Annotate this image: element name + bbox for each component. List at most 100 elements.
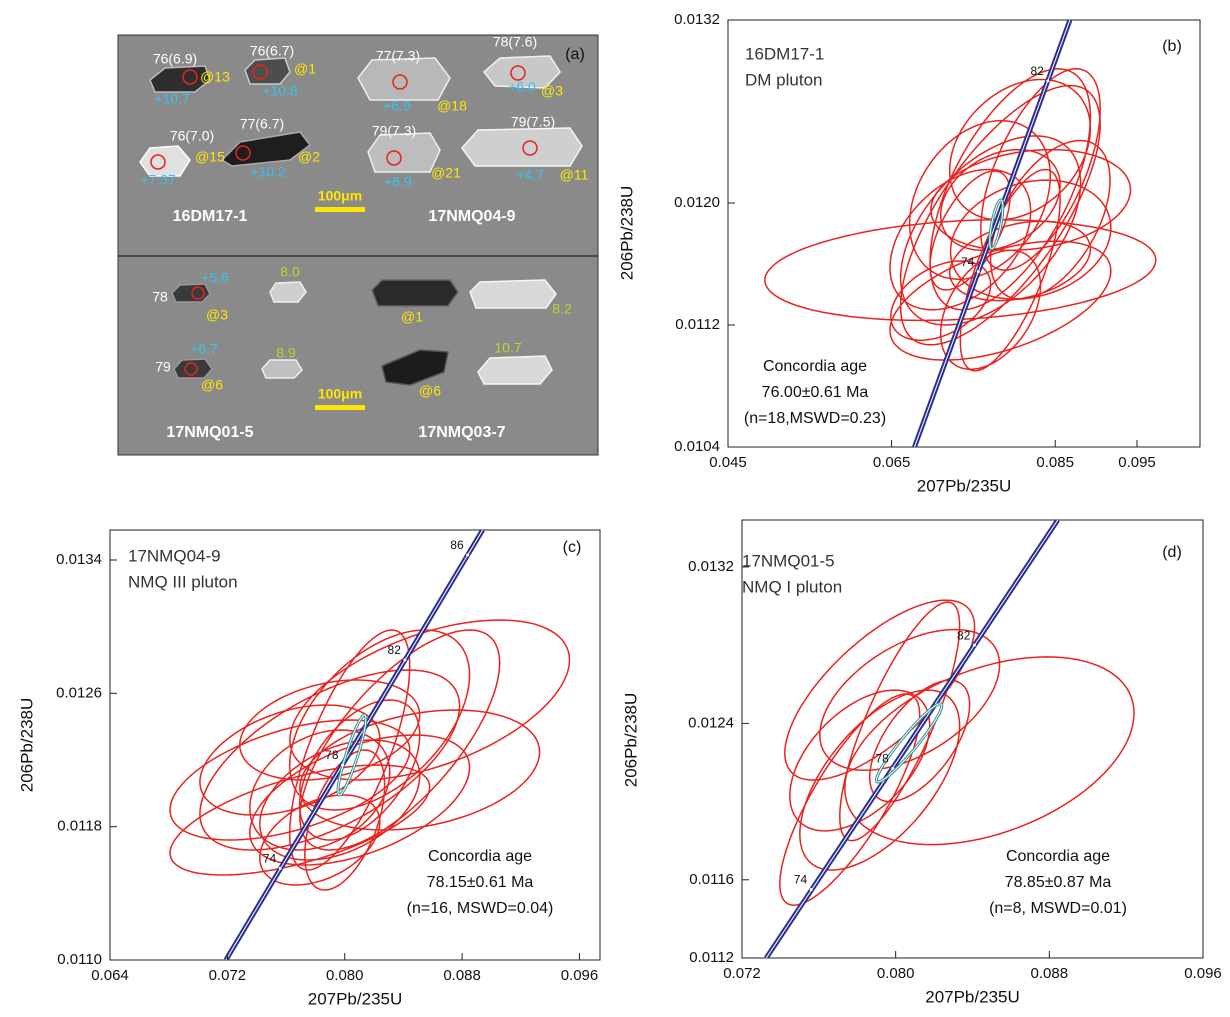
grain-label: 8.2 [552, 301, 572, 317]
grain-label: @6 [201, 377, 223, 393]
sample-name: 17NMQ01-5 [742, 551, 835, 570]
grain-label: +6.9 [383, 98, 411, 114]
x-tick-label: 0.064 [91, 967, 129, 984]
grain-label: 79(7.3) [372, 123, 416, 139]
scale-bar [315, 405, 365, 410]
panel-label: (b) [1162, 38, 1182, 55]
y-axis-label: 206Pb/238U [617, 186, 636, 281]
grain-label: @11 [560, 167, 589, 183]
x-axis-label: 207Pb/235U [925, 987, 1020, 1006]
y-tick-label: 0.0126 [56, 684, 102, 701]
plot-area [765, 20, 1156, 447]
age-tick [403, 659, 406, 662]
grain-label: @2 [298, 149, 320, 165]
age-label: 82 [388, 643, 402, 657]
error-ellipse [305, 750, 385, 890]
age-label: 74 [263, 852, 277, 866]
grain-label: @3 [206, 307, 228, 323]
annotation: 76.00±0.61 Ma [762, 384, 869, 401]
grain-label: +5.6 [201, 270, 229, 286]
annotation: Concordia age [428, 848, 532, 865]
pluton-name: DM pluton [745, 70, 822, 89]
grain-label: +10.7 [154, 91, 190, 107]
annotation: Concordia age [763, 358, 867, 375]
age-label: 82 [957, 628, 971, 642]
grain-label: @1 [294, 61, 316, 77]
zircon [470, 280, 556, 308]
grain-label: 79 [155, 359, 171, 375]
panel-label: (d) [1162, 544, 1182, 561]
y-tick-label: 0.0132 [688, 558, 734, 575]
panel-a: (a) 76(6.9)@13+10.776(6.7)@1+10.877(7.3)… [118, 34, 598, 455]
age-tick [466, 554, 469, 557]
x-tick-label: 0.072 [723, 965, 761, 982]
grain-label: +4.7 [516, 167, 544, 183]
y-tick-label: 0.0132 [674, 11, 720, 28]
x-tick-label: 0.085 [1036, 454, 1074, 471]
y-tick-label: 0.0112 [675, 316, 720, 333]
y-axis-label: 206Pb/238U [17, 698, 36, 793]
x-tick-label: 0.045 [709, 454, 747, 471]
x-axis-label: 207Pb/235U [917, 476, 1012, 495]
concordia-curve-inner [915, 20, 1070, 447]
zircon [478, 356, 552, 384]
grain-label: 8.0 [280, 264, 300, 280]
grain-label: 76(7.0) [170, 128, 214, 144]
grain-label: 79(7.5) [511, 114, 555, 130]
x-axis-label: 207Pb/235U [308, 989, 403, 1008]
annotation: (n=16, MSWD=0.04) [407, 900, 554, 917]
grain-label: 77(6.7) [240, 116, 284, 132]
grain-label: @1 [401, 309, 423, 325]
grain-label: +6.9 [384, 174, 412, 190]
error-ellipse [765, 220, 1156, 321]
grain-label: +6.7 [190, 341, 218, 357]
age-label: 74 [794, 873, 808, 887]
grain-label: @21 [431, 165, 461, 181]
grain-label: 77(7.3) [376, 48, 420, 64]
age-tick [891, 767, 894, 770]
annotation: 78.85±0.87 Ma [1005, 874, 1112, 891]
grain-label: 16DM17-1 [173, 208, 248, 225]
y-tick-label: 0.0120 [674, 194, 720, 211]
mean-ellipse-inner [338, 715, 366, 795]
grain-label: @6 [419, 383, 441, 399]
annotation: Concordia age [1006, 848, 1110, 865]
zircon [372, 280, 458, 306]
zircon [368, 133, 440, 172]
x-tick-label: 0.095 [1118, 454, 1156, 471]
x-tick-label: 0.080 [877, 965, 915, 982]
y-tick-label: 0.0116 [689, 871, 734, 888]
grain-label: @15 [195, 149, 225, 165]
age-tick [810, 888, 813, 891]
figure: (a) 76(6.9)@13+10.776(6.7)@1+10.877(7.3)… [0, 0, 1230, 1017]
x-tick-label: 0.088 [443, 967, 481, 984]
grain-label: 78(7.6) [493, 34, 537, 50]
grain-label: 76(6.9) [153, 51, 197, 67]
pluton-name: NMQ I pluton [742, 577, 842, 596]
x-tick-label: 0.080 [326, 967, 364, 984]
mean-ellipse [338, 715, 366, 795]
plot-area [170, 530, 570, 960]
grain-label: @13 [200, 69, 230, 85]
sample-name: 17NMQ04-9 [128, 546, 221, 565]
grain-label: @3 [541, 83, 563, 99]
panel-label: (a) [565, 46, 585, 63]
grain-label: +6.0 [508, 79, 536, 95]
y-tick-label: 0.0112 [689, 949, 734, 966]
age-label: 74 [961, 255, 975, 269]
y-tick-label: 0.0110 [57, 951, 102, 968]
panel-label: (c) [563, 539, 582, 556]
y-tick-label: 0.0134 [56, 551, 102, 568]
y-axis-label: 206Pb/238U [621, 693, 640, 788]
age-tick [341, 764, 344, 767]
error-ellipse [300, 630, 500, 850]
age-label: 78 [875, 752, 889, 766]
annotation: (n=8, MSWD=0.01) [989, 900, 1127, 917]
scale-bar-label: 100μm [318, 188, 362, 204]
pluton-name: NMQ III pluton [128, 572, 238, 591]
concordia-curve-inner [226, 530, 483, 960]
grain-label: 17NMQ04-9 [428, 208, 515, 225]
sample-name: 16DM17-1 [745, 44, 824, 63]
